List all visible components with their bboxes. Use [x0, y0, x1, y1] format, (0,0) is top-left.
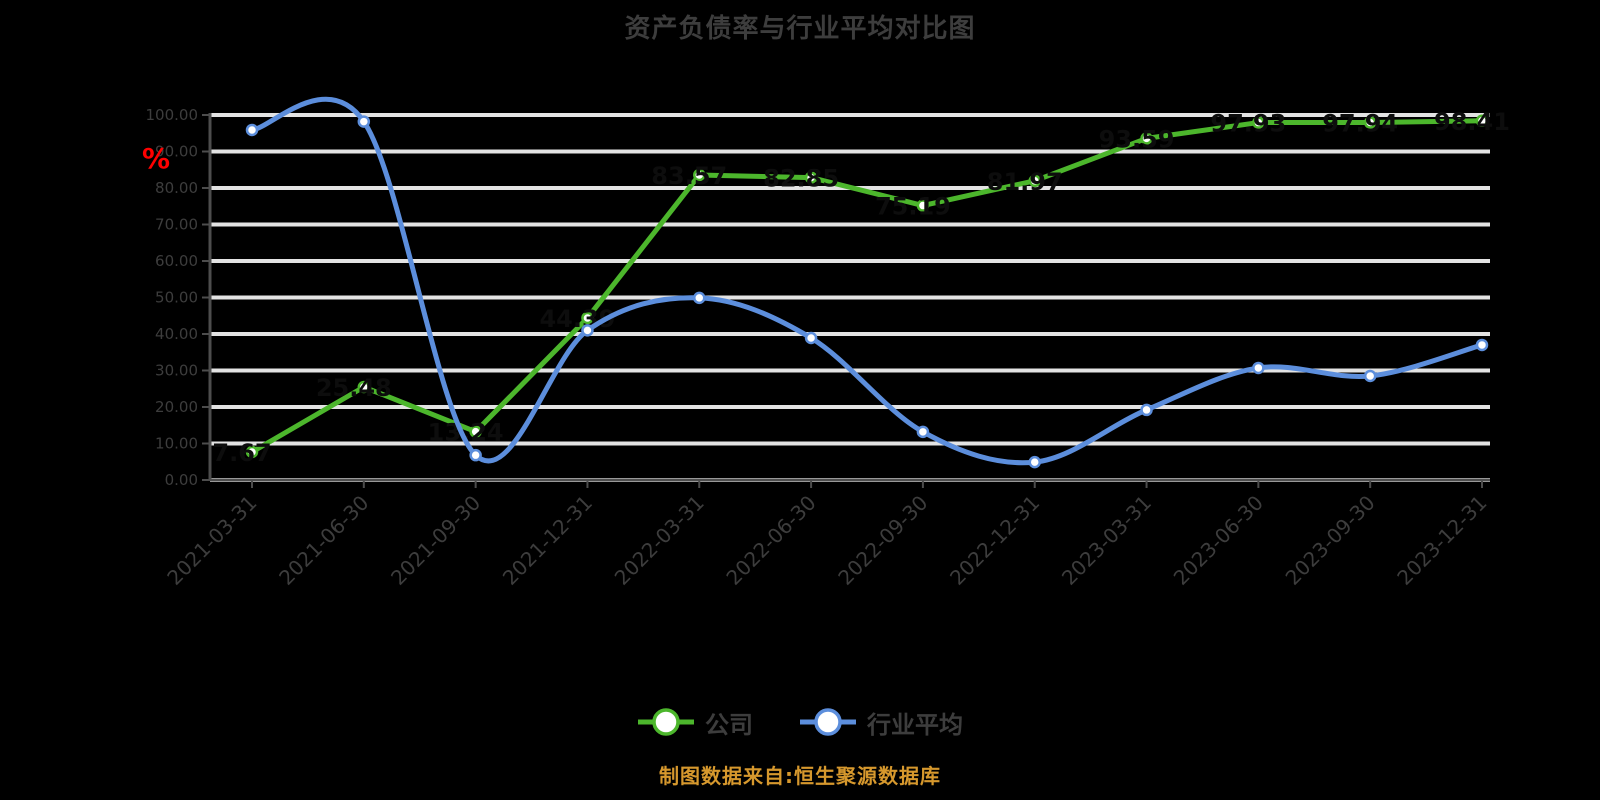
data-point	[1363, 369, 1377, 383]
x-axis-label: 2023-12-31	[1392, 491, 1491, 590]
chart-canvas: 100.00 90.00 80.00 70.00 60.00 50.00 40.00 30.0…	[142, 96, 1510, 590]
data-point	[916, 199, 930, 212]
y-axis-unit: %	[142, 142, 170, 175]
y-axis-label: 0.00	[165, 471, 198, 489]
data-point	[581, 324, 594, 337]
x-axis-label: 2021-12-31	[498, 491, 597, 590]
x-axis-label: 2022-03-31	[610, 491, 709, 590]
data-point	[1252, 116, 1265, 129]
legend-item-industry-average[interactable]: 行业平均	[799, 705, 963, 740]
x-axis-label: 2022-09-30	[833, 491, 932, 590]
x-axis-label: 2023-06-30	[1169, 491, 1268, 590]
data-point	[581, 311, 594, 325]
legend-label-industry-average: 行业平均	[867, 710, 963, 739]
data-point-label: 97.94	[1322, 110, 1398, 138]
x-axis-label: 2021-09-30	[386, 491, 485, 590]
data-point	[357, 380, 371, 394]
data-point-label: 83.57	[651, 162, 727, 190]
x-axis-label: 2022-12-31	[945, 491, 1044, 590]
data-point	[469, 448, 482, 462]
data-point-label: 82.85	[763, 165, 839, 193]
data-point	[1028, 174, 1041, 188]
data-point-label: 7.67	[212, 439, 271, 467]
data-point-label: 81.97	[987, 168, 1063, 196]
legend-item-company[interactable]: 公司	[637, 705, 753, 740]
legend-label-company: 公司	[705, 710, 753, 739]
x-axis-label: 2022-06-30	[721, 491, 820, 590]
data-point	[1252, 361, 1265, 375]
data-point	[469, 425, 482, 438]
data-point	[245, 123, 259, 137]
data-point	[916, 425, 930, 439]
data-point	[1475, 114, 1489, 128]
y-axis-label: 30.00	[155, 362, 198, 380]
y-axis-label: 50.00	[155, 289, 198, 307]
data-point	[1028, 455, 1041, 469]
y-axis-label: 20.00	[155, 398, 198, 416]
line-marker-icon	[638, 708, 694, 736]
y-axis-label: 90.00	[155, 143, 198, 161]
x-axis-label: 2023-09-30	[1281, 491, 1380, 590]
x-axis-label: 2021-03-31	[162, 491, 261, 590]
x-axis-label: 2023-03-31	[1057, 491, 1156, 590]
y-axis-label: 40.00	[155, 325, 198, 343]
data-point	[1475, 338, 1489, 352]
chart-legend: 公司 行业平均	[0, 698, 1600, 746]
series-line-公司	[249, 118, 1485, 455]
y-axis-label: 10.00	[155, 435, 198, 453]
data-point-label: 97.93	[1210, 110, 1286, 138]
data-point	[1363, 116, 1377, 129]
data-point-label: 25.48	[316, 374, 392, 402]
y-axis-label: 70.00	[155, 216, 198, 234]
data-point	[1140, 403, 1153, 417]
data-source-note: 制图数据来自:恒生聚源数据库	[659, 764, 941, 788]
data-point	[804, 331, 818, 345]
data-point	[245, 445, 259, 459]
chart-title: 资产负债率与行业平均对比图	[624, 14, 976, 44]
y-axis-label: 80.00	[155, 179, 198, 197]
y-axis-label: 100.00	[146, 106, 199, 124]
data-point-label: 93.59	[1099, 125, 1175, 153]
data-point-label: 75.19	[875, 193, 951, 221]
data-point	[357, 115, 371, 128]
data-point	[693, 168, 706, 182]
data-point	[1140, 132, 1153, 145]
line-marker-icon	[800, 708, 856, 736]
data-point	[693, 291, 706, 305]
data-point	[804, 171, 818, 184]
x-axis-label: 2021-06-30	[274, 491, 373, 590]
y-axis-label: 60.00	[155, 252, 198, 270]
data-point-label: 98.41	[1434, 108, 1510, 136]
